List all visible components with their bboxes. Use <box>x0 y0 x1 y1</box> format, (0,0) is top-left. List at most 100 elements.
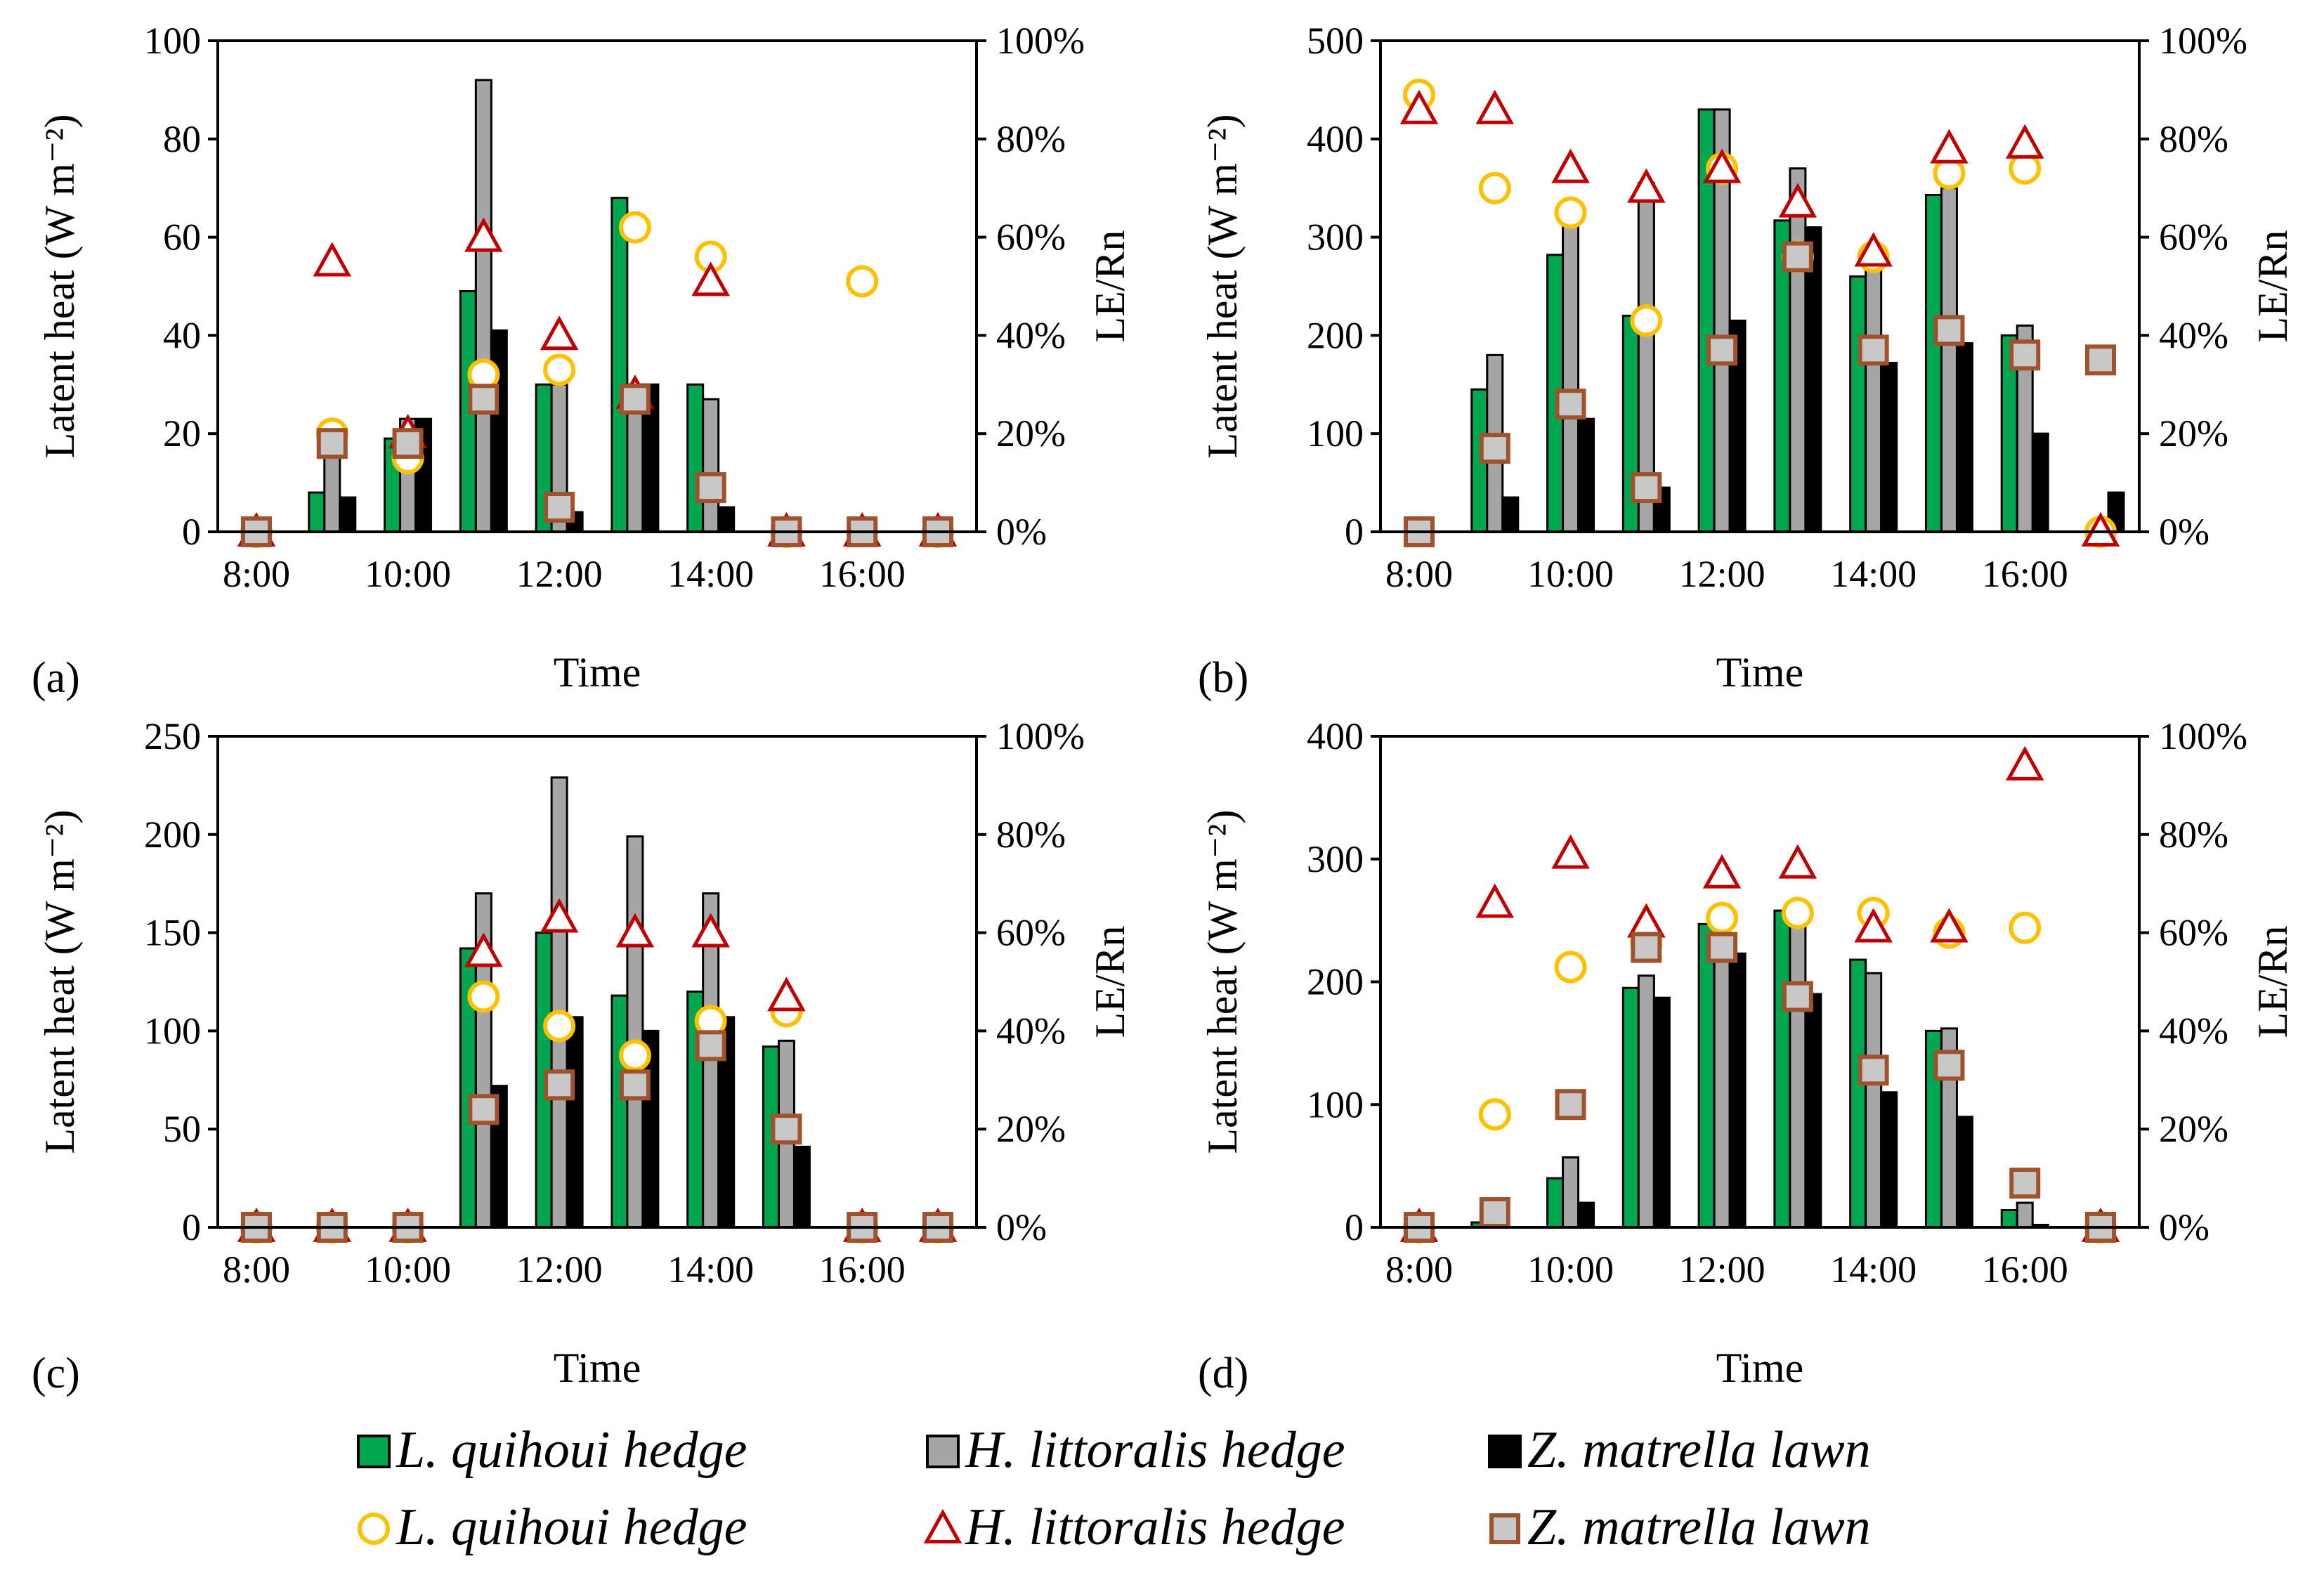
y-tick-label: 0 <box>182 511 201 553</box>
x-tick-label: 12:00 <box>516 1248 603 1291</box>
bar <box>611 197 629 533</box>
bar <box>1773 909 1791 1229</box>
y-axis-title: Latent heat (W m⁻²) <box>37 114 83 458</box>
triangle-marker <box>1778 844 1817 879</box>
x-tick-label: 14:00 <box>1830 1248 1917 1291</box>
bar <box>611 994 629 1229</box>
x-tick-label: 12:00 <box>1679 1248 1765 1291</box>
y2-tick-label: 20% <box>996 412 1066 455</box>
square-marker <box>1858 1055 1889 1086</box>
y-tick-label: 20 <box>163 412 201 455</box>
square-marker <box>1858 334 1889 366</box>
y-tick-label: 200 <box>1307 314 1364 356</box>
square-marker <box>1933 315 1965 346</box>
y2-tick-label: 40% <box>996 1010 1066 1052</box>
bar <box>686 383 705 533</box>
triangle-marker <box>1854 908 1893 943</box>
x-axis-title: Time <box>554 1345 641 1391</box>
y-tick-label: 100 <box>1307 412 1364 455</box>
bar <box>1789 167 1807 533</box>
bar <box>1562 1156 1580 1229</box>
square-marker <box>1555 389 1586 420</box>
x-tick-label: 10:00 <box>365 1248 451 1291</box>
x-tick-label: 10:00 <box>365 553 451 595</box>
bar <box>1546 1177 1565 1229</box>
y2-tick-label: 60% <box>2159 216 2228 259</box>
square-marker <box>619 1069 651 1101</box>
square-marker <box>2009 339 2041 371</box>
y2-tick-label: 80% <box>996 814 1066 856</box>
bar <box>1577 417 1595 533</box>
square-marker <box>1631 472 1662 504</box>
triangle-marker <box>1551 834 1590 869</box>
y2-axis-title: LE/Rn <box>1087 230 1133 343</box>
y-tick-label: 300 <box>1307 838 1364 880</box>
panel-label: (b) <box>1198 654 1248 702</box>
y2-tick-label: 40% <box>996 314 1066 356</box>
square-marker <box>392 428 424 459</box>
triangle-marker <box>2081 511 2120 547</box>
x-tick-label: 14:00 <box>667 553 754 595</box>
square-marker <box>1706 334 1738 366</box>
bar <box>1728 952 1747 1229</box>
x-tick-label: 16:00 <box>1982 553 2068 595</box>
triangle-marker <box>1778 183 1817 218</box>
circle-marker <box>618 211 651 244</box>
circle-marker <box>467 980 500 1013</box>
y2-tick-label: 80% <box>2159 118 2228 160</box>
bar <box>1804 993 1822 1229</box>
triangle-marker <box>691 261 730 296</box>
triangle-marker <box>464 217 503 252</box>
bar <box>702 398 720 533</box>
square-marker <box>468 1094 500 1125</box>
circle-marker <box>2009 911 2042 944</box>
bar <box>1621 986 1640 1229</box>
y-tick-label: 100 <box>144 1010 201 1052</box>
y-tick-label: 200 <box>144 814 201 856</box>
triangle-marker <box>1702 148 1742 183</box>
square-marker <box>1479 433 1510 464</box>
legend-label: H. littoralis hedge <box>965 1499 1345 1556</box>
triangle-marker <box>1930 908 1969 943</box>
square-marker <box>1706 932 1738 963</box>
x-tick-label: 16:00 <box>819 553 906 595</box>
bar <box>1880 362 1898 533</box>
bar <box>1955 1116 1973 1229</box>
plot-frame <box>1379 39 2141 533</box>
y-tick-label: 400 <box>1307 118 1364 160</box>
bar <box>2016 1201 2034 1229</box>
y2-tick-label: 40% <box>2159 314 2228 356</box>
y-tick-label: 0 <box>1345 511 1364 553</box>
y2-tick-label: 80% <box>2159 814 2228 856</box>
x-tick-label: 12:00 <box>516 553 603 595</box>
square-marker <box>2009 1168 2041 1199</box>
square-marker <box>316 428 348 459</box>
legend-bar-swatch <box>357 1435 391 1468</box>
y2-tick-label: 100% <box>996 20 1085 62</box>
triangle-marker <box>1702 854 1742 889</box>
circle-marker <box>1781 896 1814 929</box>
x-tick-label: 16:00 <box>1982 1248 2068 1291</box>
y2-tick-label: 20% <box>2159 412 2228 455</box>
circle-marker <box>543 1010 576 1043</box>
chart-panel-d: 0 100 200 300 400 0% 20% 40% 60% 80% 100% 8:00 10:00… <box>1198 715 2296 1397</box>
x-tick-label: 14:00 <box>1830 553 1917 595</box>
y2-tick-label: 80% <box>996 118 1066 160</box>
square-marker <box>1555 1089 1586 1121</box>
circle-marker <box>1554 951 1587 984</box>
circle-marker <box>1630 304 1663 337</box>
y-tick-label: 60 <box>163 216 201 259</box>
bar <box>1849 275 1867 533</box>
legend-square-swatch <box>1489 1513 1520 1544</box>
y2-tick-label: 100% <box>2159 715 2247 757</box>
triangle-marker <box>1627 168 1666 203</box>
circle-marker <box>1706 901 1739 934</box>
y-axis-title: Latent heat (W m⁻²) <box>1199 114 1246 458</box>
triangle-marker <box>691 913 730 948</box>
bar <box>1501 496 1520 533</box>
triangle-marker <box>313 242 352 277</box>
y2-axis-title: LE/Rn <box>2250 926 2296 1038</box>
bar <box>1849 958 1867 1229</box>
circle-marker <box>2009 152 2042 185</box>
panel-label: (d) <box>1198 1350 1248 1397</box>
